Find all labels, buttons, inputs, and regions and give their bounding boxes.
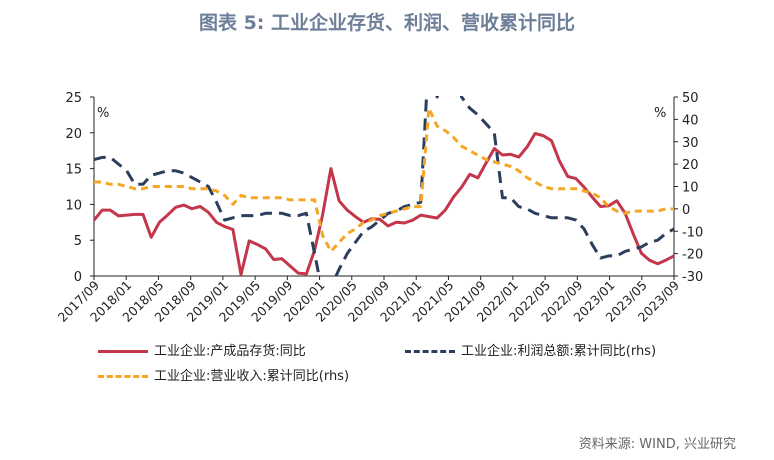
legend-label-profit: 工业企业:利润总额:累计同比(rhs) [461,344,657,359]
left-axis-unit: % [97,106,109,121]
right-tick-label: -10 [682,225,703,240]
left-tick-label: 5 [74,234,82,249]
legend-swatch-revenue [98,375,148,378]
left-tick-label: 15 [65,163,82,178]
legend-item-inventory: 工业企业:产成品存货:同比 [98,340,306,359]
series-inventory-line [94,132,674,276]
right-tick-label: -30 [682,270,703,285]
right-tick-label: 30 [682,136,699,151]
legend-item-revenue: 工业企业:营业收入:累计同比(rhs) [98,365,349,384]
chart-title: 图表 5: 工业企业存货、利润、营收累计同比 [198,12,576,34]
left-tick-label: 25 [65,91,82,106]
source-note: 资料来源: WIND, 兴业研究 [578,437,736,452]
legend-label-inventory: 工业企业:产成品存货:同比 [154,344,306,359]
legend-item-profit: 工业企业:利润总额:累计同比(rhs) [405,340,656,359]
legend-label-revenue: 工业企业:营业收入:累计同比(rhs) [154,369,350,384]
right-axis-unit: % [654,106,666,121]
legend-swatch-inventory [98,350,148,353]
right-tick-label: 40 [682,113,699,128]
left-tick-label: 20 [65,127,82,142]
legend-swatch-profit [405,350,455,353]
right-tick-label: 50 [682,91,699,106]
right-tick-label: -20 [682,248,703,263]
series-profit-line [94,96,674,276]
right-tick-label: 20 [682,158,699,173]
series-revenue-line [94,106,674,253]
right-tick-label: 0 [682,203,690,218]
left-tick-label: 0 [74,270,82,285]
left-tick-label: 10 [65,198,82,213]
right-tick-label: 10 [682,181,699,196]
